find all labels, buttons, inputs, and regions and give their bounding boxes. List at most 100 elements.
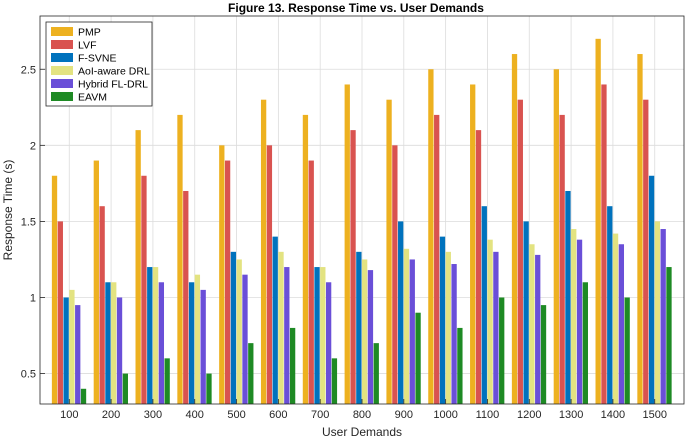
bar-f-svne-1000	[439, 236, 446, 404]
bar-lvf-900	[392, 145, 398, 404]
bars-group	[51, 38, 672, 405]
legend-label: PMP	[78, 27, 101, 39]
bar-lvf-1300	[559, 114, 565, 405]
bar-f-svne-700	[314, 267, 320, 404]
bar-pmp-1100	[470, 84, 476, 404]
bar-aoi-aware-drl-900	[403, 248, 410, 404]
bar-pmp-100	[51, 175, 58, 404]
x-tick-label: 400	[186, 409, 204, 421]
bar-pmp-900	[386, 99, 392, 404]
x-tick-label: 200	[102, 409, 120, 421]
bar-aoi-aware-drl-500	[236, 259, 242, 404]
y-tick-label: 2	[30, 140, 36, 152]
chart-title: Figure 13. Response Time vs. User Demand…	[228, 1, 484, 15]
bar-hybrid-fl-drl-1200	[535, 254, 541, 404]
bar-pmp-300	[135, 130, 141, 404]
bar-eavm-1000	[457, 327, 463, 404]
x-tick-label: 800	[353, 409, 371, 421]
bar-lvf-100	[57, 221, 63, 404]
bar-eavm-1500	[666, 267, 672, 404]
legend-label: LVF	[78, 40, 96, 52]
bar-aoi-aware-drl-800	[362, 259, 368, 404]
bar-hybrid-fl-drl-300	[158, 282, 165, 404]
bar-aoi-aware-drl-1000	[445, 251, 451, 404]
bar-lvf-1500	[643, 99, 649, 404]
bar-hybrid-fl-drl-1300	[576, 239, 583, 404]
y-tick-label: 1.5	[21, 216, 36, 228]
bar-eavm-400	[206, 373, 212, 404]
y-tick-label: 1	[30, 292, 36, 304]
bar-pmp-700	[302, 114, 309, 405]
bar-eavm-100	[80, 388, 87, 404]
bar-hybrid-fl-drl-100	[75, 305, 81, 404]
bar-aoi-aware-drl-200	[111, 282, 117, 404]
bar-hybrid-fl-drl-500	[242, 274, 248, 404]
bar-f-svne-1200	[523, 221, 529, 404]
bar-f-svne-800	[356, 251, 362, 404]
bar-eavm-700	[331, 358, 338, 404]
bar-aoi-aware-drl-1500	[654, 221, 661, 404]
bar-hybrid-fl-drl-1000	[451, 264, 457, 404]
bar-lvf-700	[308, 160, 314, 404]
bar-f-svne-900	[398, 221, 404, 404]
x-tick-label: 1400	[601, 409, 625, 421]
bar-lvf-200	[99, 206, 105, 404]
bar-hybrid-fl-drl-1100	[493, 251, 499, 404]
bar-lvf-500	[224, 160, 231, 404]
x-tick-label: 700	[311, 409, 329, 421]
bar-pmp-200	[93, 160, 99, 404]
bar-f-svne-200	[105, 282, 111, 404]
legend-swatch	[51, 66, 73, 75]
y-axis-label: Response Time (s)	[1, 160, 15, 261]
bar-f-svne-600	[272, 236, 278, 404]
y-axis-ticks: 0.5 1 1.5 2 2.5	[21, 64, 45, 381]
legend-swatch	[51, 40, 73, 49]
bar-aoi-aware-drl-700	[320, 267, 326, 404]
bar-lvf-800	[350, 130, 356, 404]
bar-lvf-1200	[517, 99, 523, 404]
x-tick-label: 1100	[476, 409, 500, 421]
legend-swatch	[51, 79, 73, 88]
bar-aoi-aware-drl-1100	[487, 239, 493, 404]
legend-swatch	[51, 27, 73, 36]
bar-eavm-1100	[499, 297, 505, 404]
bar-eavm-900	[415, 312, 421, 404]
bar-hybrid-fl-drl-800	[367, 270, 374, 404]
bar-eavm-1300	[582, 282, 588, 404]
bar-f-svne-1100	[481, 206, 487, 404]
bar-pmp-1200	[511, 54, 518, 404]
bar-eavm-1200	[540, 305, 547, 404]
legend-label: Hybrid FL-DRL	[78, 79, 148, 91]
x-tick-label: 300	[144, 409, 162, 421]
x-tick-label: 1000	[433, 409, 457, 421]
bar-f-svne-1400	[607, 206, 613, 404]
bar-eavm-300	[164, 358, 170, 404]
bar-f-svne-300	[147, 267, 153, 404]
legend-swatch	[51, 53, 73, 62]
bar-pmp-1500	[637, 54, 643, 404]
bar-lvf-1400	[601, 84, 607, 404]
legend-label: EAVM	[78, 92, 107, 104]
x-axis-ticks: 100 200 300 400 500 600 700 800 900 1000 1100 1200 1…	[60, 399, 667, 421]
bar-lvf-1100	[475, 130, 482, 404]
bar-pmp-1000	[428, 69, 434, 404]
bar-pmp-1300	[553, 69, 559, 404]
bar-hybrid-fl-drl-1500	[660, 229, 666, 404]
bar-eavm-600	[289, 327, 296, 404]
bar-f-svne-1300	[565, 190, 571, 404]
bar-f-svne-500	[230, 251, 237, 404]
x-tick-label: 1300	[559, 409, 583, 421]
bar-aoi-aware-drl-100	[69, 289, 75, 404]
bar-lvf-1000	[434, 114, 440, 405]
legend-swatch	[51, 92, 73, 101]
bar-hybrid-fl-drl-600	[284, 267, 290, 404]
bar-hybrid-fl-drl-200	[116, 297, 123, 404]
bar-eavm-800	[373, 343, 379, 404]
bar-hybrid-fl-drl-700	[325, 282, 332, 404]
bar-f-svne-1500	[648, 175, 655, 404]
x-tick-label: 600	[269, 409, 287, 421]
bar-lvf-600	[266, 145, 273, 404]
bar-eavm-500	[248, 343, 254, 404]
